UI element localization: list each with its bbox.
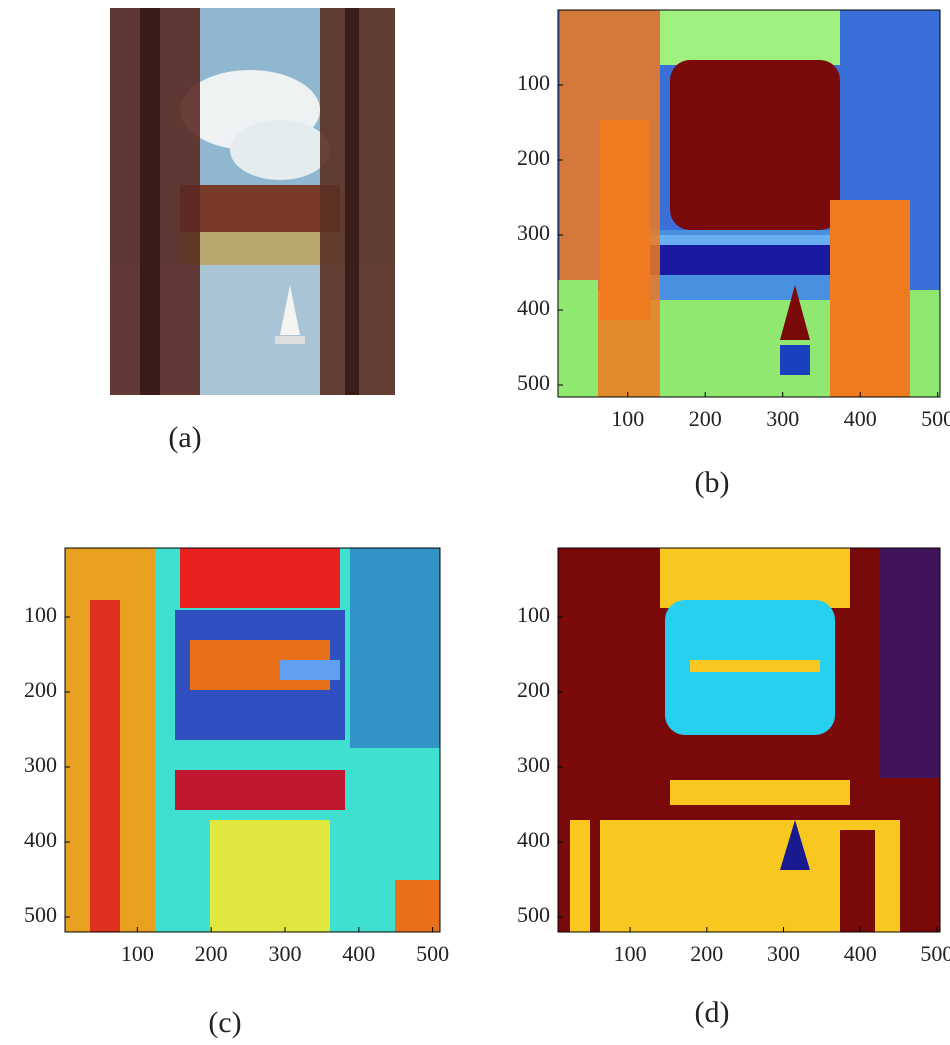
y-tick-label: 100 (517, 602, 550, 627)
y-tick-label: 500 (517, 902, 550, 927)
x-tick-label: 100 (614, 941, 647, 966)
x-tick-label: 200 (689, 406, 722, 431)
y-tick-label: 300 (517, 752, 550, 777)
panel-caption: (d) (695, 996, 730, 1029)
x-tick-label: 200 (690, 941, 723, 966)
x-tick-label: 500 (921, 406, 950, 431)
y-tick-label: 200 (24, 677, 57, 702)
x-tick-label: 400 (844, 406, 877, 431)
panel-caption: (b) (695, 466, 730, 499)
segmentation-map (65, 548, 440, 932)
x-tick-label: 500 (920, 941, 950, 966)
y-tick-label: 400 (517, 827, 550, 852)
x-tick-label: 200 (195, 941, 228, 966)
segmentation-map (558, 10, 940, 397)
x-tick-label: 400 (844, 941, 877, 966)
x-tick-label: 100 (121, 941, 154, 966)
y-tick-label: 100 (517, 70, 550, 95)
x-tick-label: 300 (766, 406, 799, 431)
y-tick-label: 500 (24, 902, 57, 927)
y-tick-label: 500 (517, 370, 550, 395)
y-tick-label: 400 (517, 295, 550, 320)
y-tick-label: 300 (24, 752, 57, 777)
panel-caption: (c) (208, 1006, 241, 1039)
y-tick-label: 400 (24, 827, 57, 852)
photo (110, 8, 395, 395)
x-tick-label: 300 (767, 941, 800, 966)
x-tick-label: 300 (268, 941, 301, 966)
figure: (a) (b) 100 200 300 400 500 100 200 300 400 500 (c) 1… (0, 0, 950, 1045)
x-tick-label: 400 (342, 941, 375, 966)
y-tick-label: 100 (24, 602, 57, 627)
segmentation-map (558, 548, 940, 932)
panel-caption: (a) (168, 421, 201, 454)
y-tick-label: 200 (517, 145, 550, 170)
x-tick-label: 100 (611, 406, 644, 431)
y-tick-label: 300 (517, 220, 550, 245)
x-tick-label: 500 (416, 941, 449, 966)
y-tick-label: 200 (517, 677, 550, 702)
